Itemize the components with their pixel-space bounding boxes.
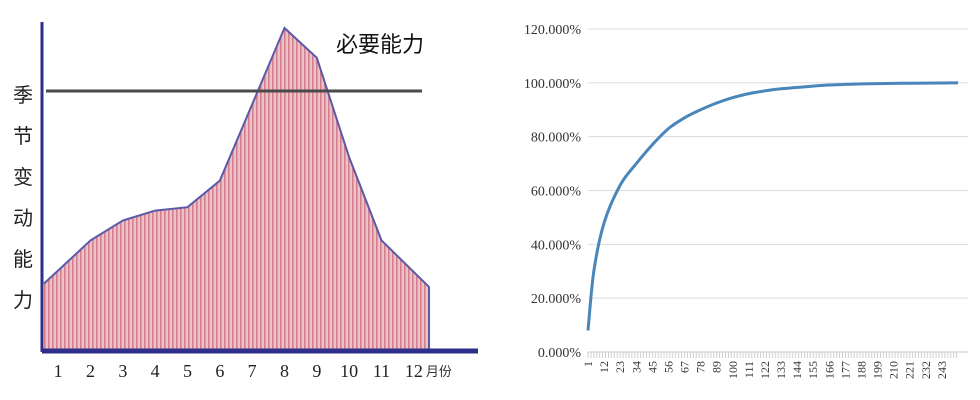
left-y-axis-label-char: 季	[13, 83, 33, 107]
required-capacity-label: 必要能力	[336, 33, 424, 58]
left-x-tick-label: 2	[86, 361, 95, 381]
left-x-tick-label: 10	[340, 361, 358, 381]
left-x-tick-label: 4	[151, 361, 160, 381]
left-x-tick-label: 8	[280, 361, 289, 381]
cumulative-percent-chart: 0.000% 20.000% 40.000% 60.000% 80.000% 100.00…	[524, 23, 968, 379]
seasonal-capacity-area	[44, 28, 429, 350]
right-x-tick-label: 12	[597, 361, 611, 373]
right-x-tick-label: 210	[887, 361, 901, 379]
right-y-tick-label: 0.000%	[538, 346, 582, 361]
right-x-tick-label: 243	[935, 361, 949, 379]
left-y-axis-label-char: 力	[13, 288, 33, 312]
right-x-tick-label: 166	[822, 361, 836, 379]
right-x-tick-label: 155	[806, 361, 820, 379]
right-y-tick-label: 20.000%	[531, 292, 582, 307]
left-y-axis-label-char: 变	[13, 165, 33, 189]
right-y-tick-label: 40.000%	[531, 238, 582, 253]
left-x-tick-label: 12	[405, 361, 423, 381]
right-gridlines	[588, 28, 968, 299]
right-y-tick-label: 120.000%	[524, 23, 582, 38]
left-x-tick-label: 11	[373, 361, 390, 381]
right-x-tick-label: 1	[581, 361, 595, 367]
left-x-tick-label: 7	[248, 361, 257, 381]
left-x-tick-label: 9	[312, 361, 321, 381]
right-x-tick-label: 67	[678, 361, 692, 373]
right-y-tick-label: 100.000%	[524, 77, 582, 92]
left-x-unit-label: 月份	[426, 365, 452, 380]
right-x-tick-label: 45	[645, 361, 659, 373]
left-y-axis-label-char: 动	[13, 206, 33, 230]
right-x-tick-label: 221	[903, 361, 917, 379]
right-x-tick-label: 122	[758, 361, 772, 379]
left-x-tick-label: 5	[183, 361, 192, 381]
right-x-tick-label: 199	[871, 361, 885, 379]
right-x-tick-label: 177	[838, 361, 852, 379]
right-y-tick-label: 80.000%	[531, 131, 582, 146]
cumulative-percent-line	[586, 81, 959, 331]
left-y-axis-label-char: 节	[13, 124, 33, 148]
left-x-tick-labels: 1 2 3 4 5 6 7 8 9 10 11 12	[54, 361, 423, 381]
right-x-tick-label: 89	[710, 361, 724, 373]
right-x-tick-label: 188	[854, 361, 868, 379]
left-x-tick-label: 6	[215, 361, 224, 381]
right-x-tick-label: 23	[613, 361, 627, 373]
right-x-tick-label: 100	[726, 361, 740, 379]
right-x-tick-label: 144	[790, 361, 804, 379]
right-x-tick-label: 133	[774, 361, 788, 379]
right-y-tick-label: 60.000%	[531, 185, 582, 200]
right-y-tick-labels: 0.000% 20.000% 40.000% 60.000% 80.000% 100.00…	[524, 23, 582, 361]
right-x-tick-label: 78	[694, 361, 708, 373]
right-x-tick-label: 232	[919, 361, 933, 379]
right-x-minor-ticks	[587, 352, 958, 358]
left-x-tick-label: 3	[118, 361, 127, 381]
left-x-tick-label: 1	[54, 361, 63, 381]
right-x-tick-labels: 1 12 23 34 45 56 67 78 89 100 111 122 133 144 155 166 17…	[581, 361, 949, 379]
left-y-axis-label-char: 能	[13, 247, 33, 271]
right-x-tick-label: 34	[629, 361, 643, 373]
seasonal-capacity-outline	[43, 26, 430, 350]
right-x-tick-label: 111	[742, 361, 756, 378]
right-x-tick-label: 56	[661, 361, 675, 373]
